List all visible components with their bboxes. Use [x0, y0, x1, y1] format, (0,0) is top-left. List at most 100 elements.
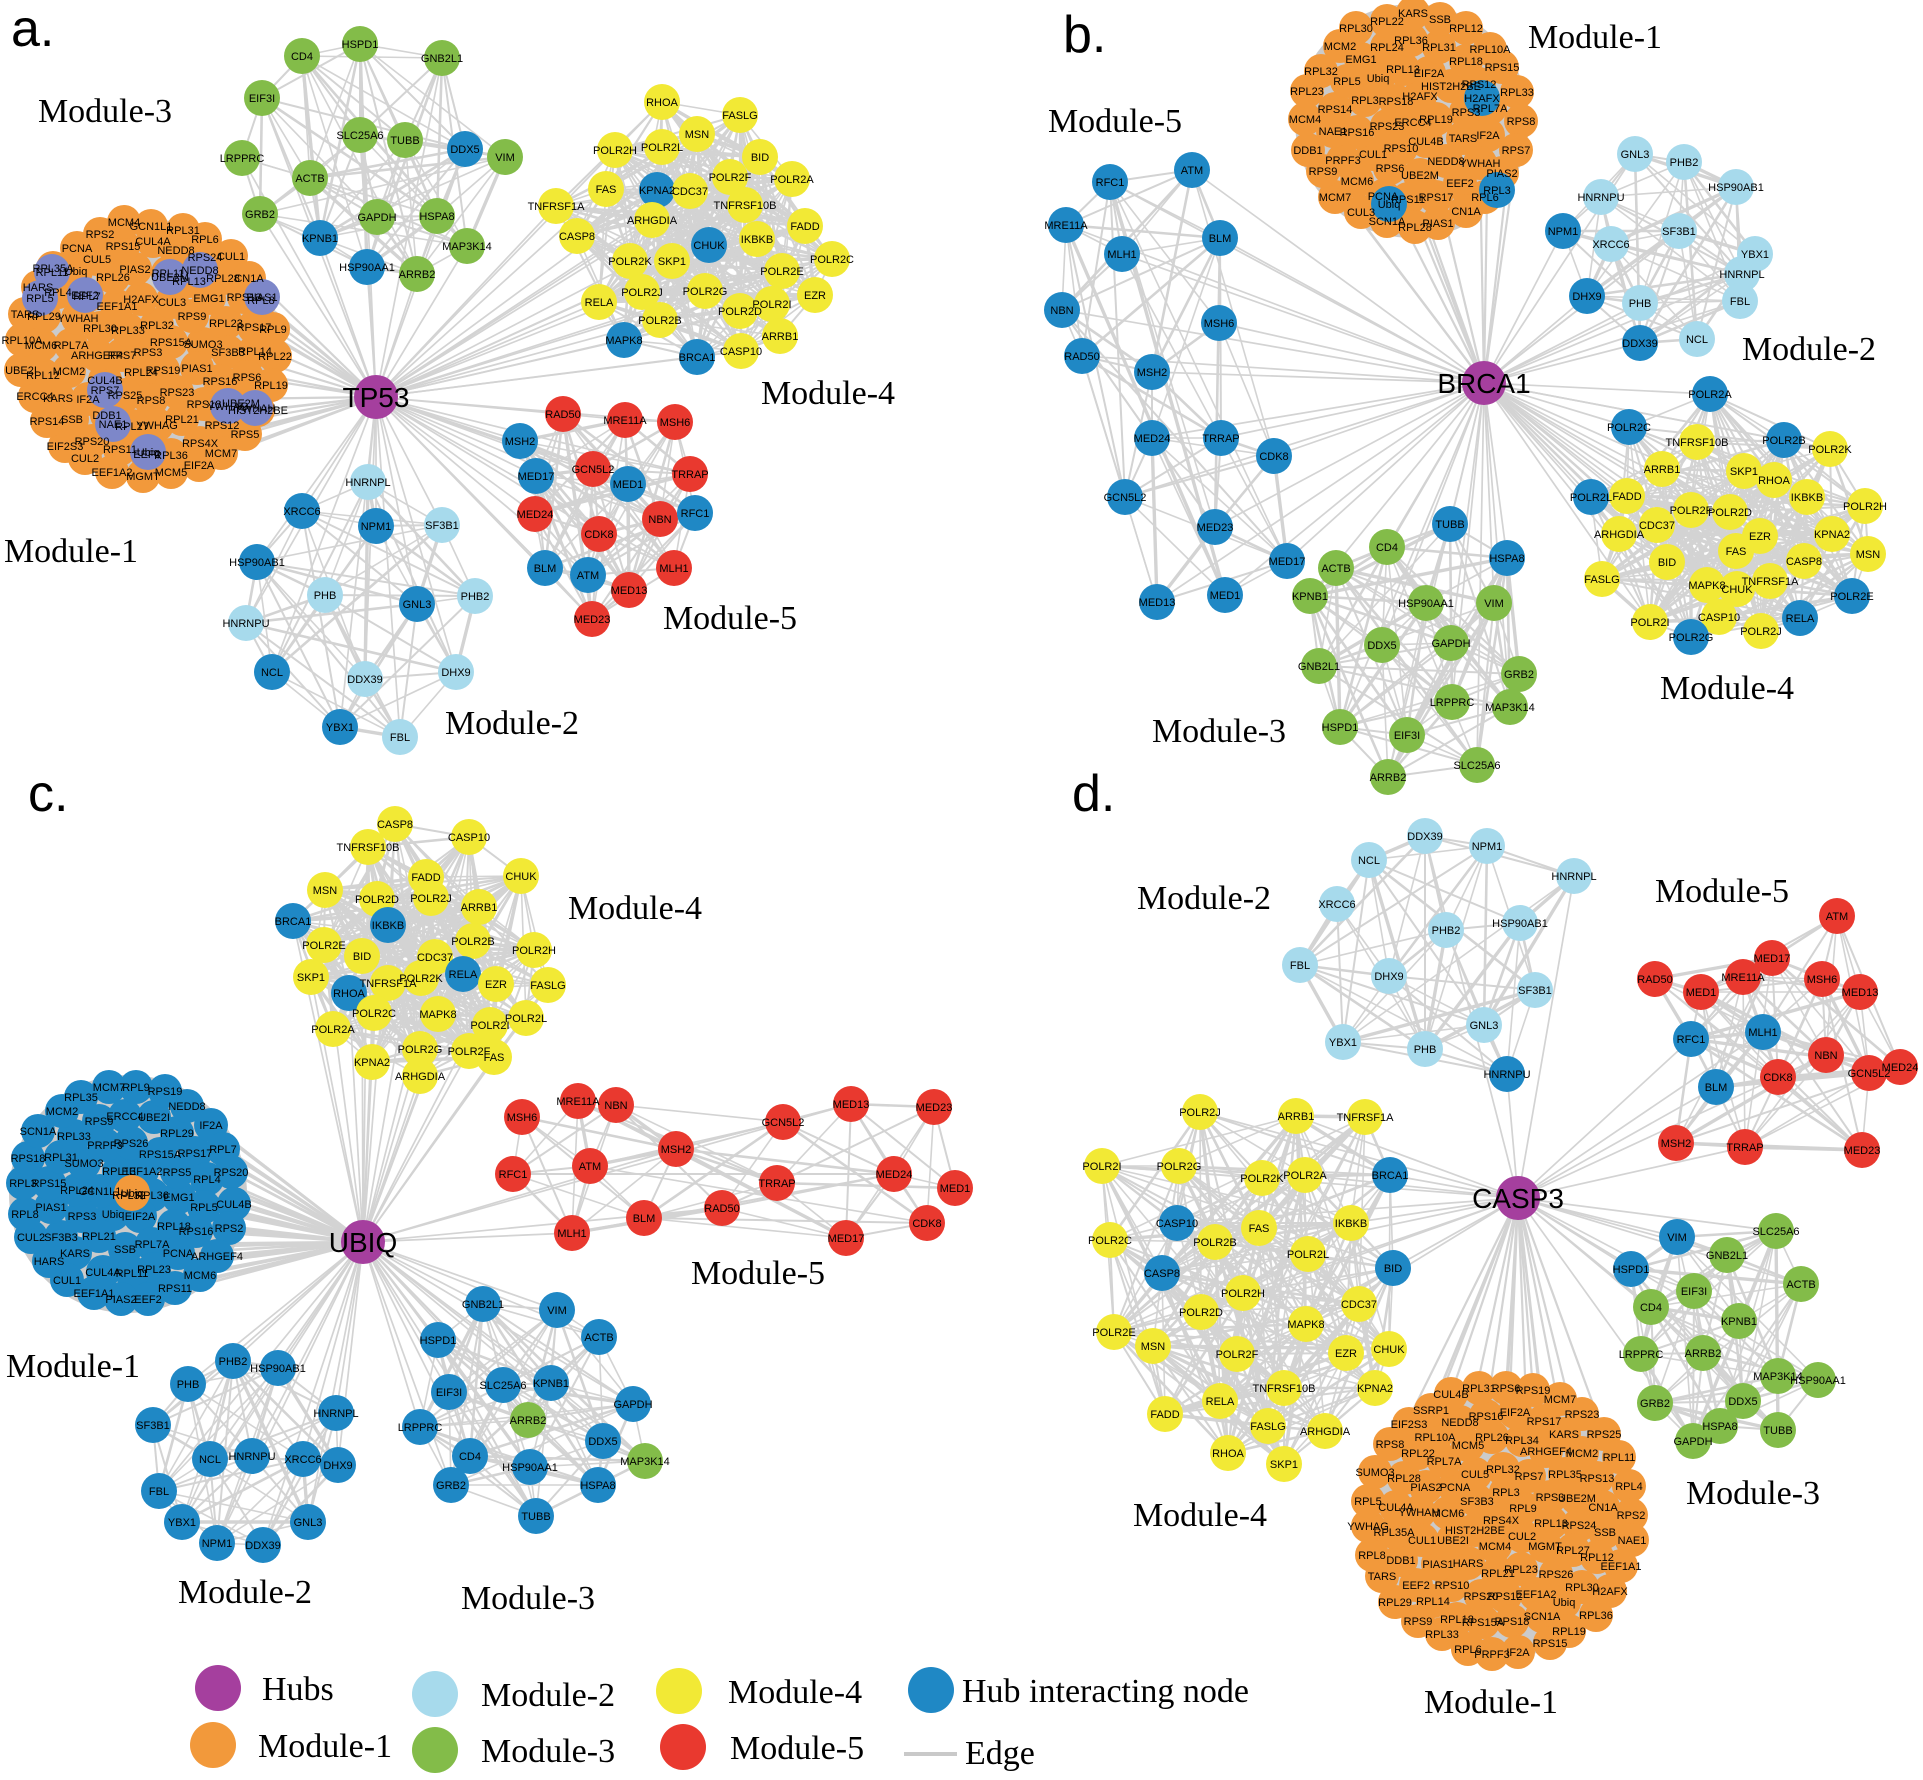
svg-text:RPL11: RPL11 [116, 1268, 149, 1280]
svg-text:ARHGDIA: ARHGDIA [627, 215, 678, 227]
svg-text:POLR2I: POLR2I [752, 299, 791, 311]
svg-text:RPS10: RPS10 [1435, 1580, 1470, 1592]
svg-text:POLR2H: POLR2H [512, 945, 556, 957]
svg-text:SF3B3: SF3B3 [44, 1232, 78, 1244]
svg-text:PHB: PHB [177, 1379, 200, 1391]
svg-text:DDB1: DDB1 [1386, 1555, 1415, 1567]
svg-text:Module-1: Module-1 [6, 1348, 140, 1385]
svg-text:YBX1: YBX1 [168, 1517, 196, 1529]
svg-text:NEDD8: NEDD8 [1427, 156, 1464, 168]
svg-text:CD4: CD4 [1640, 1302, 1662, 1314]
svg-text:YWHAH: YWHAH [58, 313, 99, 325]
svg-text:EZR: EZR [1335, 1348, 1357, 1360]
svg-text:RPS13: RPS13 [227, 292, 262, 304]
svg-text:BLM: BLM [534, 563, 557, 575]
svg-text:EIF2A: EIF2A [125, 1211, 156, 1223]
svg-text:UBE2M: UBE2M [1401, 170, 1439, 182]
svg-text:MCM4: MCM4 [108, 217, 140, 229]
svg-text:HSPD1: HSPD1 [1322, 722, 1359, 734]
svg-text:ARRB2: ARRB2 [399, 269, 436, 281]
svg-text:MSH6: MSH6 [660, 417, 691, 429]
svg-text:RPS6: RPS6 [1376, 163, 1405, 175]
svg-text:GNB2L1: GNB2L1 [462, 1299, 504, 1311]
svg-text:TNFRSF10B: TNFRSF10B [1666, 437, 1729, 449]
svg-text:H2AFX: H2AFX [123, 294, 159, 306]
svg-text:RPL36: RPL36 [154, 450, 188, 462]
svg-text:MCM7: MCM7 [1544, 1394, 1576, 1406]
svg-text:LRPPRC: LRPPRC [1619, 1349, 1664, 1361]
svg-text:HSPD1: HSPD1 [1613, 1264, 1650, 1276]
svg-text:CDK8: CDK8 [1259, 451, 1288, 463]
svg-text:SKP1: SKP1 [1270, 1459, 1298, 1471]
svg-text:YWHAG: YWHAG [207, 401, 249, 413]
svg-text:RPL21: RPL21 [82, 1231, 116, 1243]
svg-text:MCM7: MCM7 [205, 448, 237, 460]
svg-text:ARRB2: ARRB2 [1370, 772, 1407, 784]
svg-text:NBN: NBN [1814, 1050, 1837, 1062]
svg-text:Hubs: Hubs [262, 1671, 334, 1708]
svg-text:RPL35A: RPL35A [33, 263, 75, 275]
svg-text:H2AFX: H2AFX [1402, 91, 1438, 103]
svg-text:GAPDH: GAPDH [613, 1399, 652, 1411]
svg-text:RPS20: RPS20 [75, 436, 110, 448]
svg-text:HSPD1: HSPD1 [420, 1335, 457, 1347]
svg-text:NCL: NCL [261, 667, 283, 679]
svg-text:POLR2K: POLR2K [1808, 444, 1852, 456]
svg-text:POLR2K: POLR2K [608, 256, 652, 268]
svg-text:PCNA: PCNA [62, 243, 93, 255]
svg-text:SF3B1: SF3B1 [1518, 985, 1552, 997]
svg-text:DDX5: DDX5 [450, 144, 479, 156]
svg-text:CUL4B: CUL4B [1433, 1389, 1468, 1401]
svg-text:Module-5: Module-5 [1655, 873, 1789, 910]
svg-text:NAE1: NAE1 [1319, 126, 1348, 138]
svg-text:CDC37: CDC37 [1639, 520, 1675, 532]
svg-text:EEF2: EEF2 [1446, 178, 1474, 190]
svg-text:RPL22: RPL22 [258, 351, 292, 363]
svg-text:TRRAP: TRRAP [1726, 1142, 1763, 1154]
svg-text:POLR2H: POLR2H [593, 145, 637, 157]
svg-text:HSPA8: HSPA8 [580, 1480, 615, 1492]
svg-text:HNRNPU: HNRNPU [222, 618, 269, 630]
svg-text:KPNA2: KPNA2 [1814, 529, 1850, 541]
svg-text:CUL3: CUL3 [158, 297, 186, 309]
svg-text:RPS23: RPS23 [1370, 121, 1405, 133]
svg-text:RPL7A: RPL7A [1427, 1456, 1463, 1468]
svg-text:GNB2L1: GNB2L1 [1298, 661, 1340, 673]
svg-text:RPS26: RPS26 [114, 1138, 149, 1150]
svg-text:RPS23: RPS23 [1565, 1409, 1600, 1421]
svg-text:Module-3: Module-3 [1686, 1475, 1820, 1512]
svg-text:MAP3K14: MAP3K14 [442, 241, 492, 253]
svg-text:MCM6: MCM6 [184, 1270, 216, 1282]
svg-text:YBX1: YBX1 [1329, 1037, 1357, 1049]
svg-text:Ubiq: Ubiq [1367, 73, 1390, 85]
svg-text:MLH1: MLH1 [1107, 249, 1136, 261]
svg-text:HNRNPL: HNRNPL [345, 477, 390, 489]
svg-text:Ubiq: Ubiq [102, 1209, 125, 1221]
svg-text:SUMO3: SUMO3 [64, 1158, 103, 1170]
svg-text:MCM5: MCM5 [155, 467, 187, 479]
svg-text:RPS15: RPS15 [1485, 62, 1520, 74]
svg-text:TNFRSF1A: TNFRSF1A [528, 201, 586, 213]
svg-text:RPS6: RPS6 [233, 372, 262, 384]
svg-text:RPS24: RPS24 [1562, 1520, 1597, 1532]
svg-text:CASP8: CASP8 [1786, 556, 1822, 568]
svg-text:RPL33: RPL33 [57, 1131, 91, 1143]
svg-text:RPS16: RPS16 [1340, 127, 1375, 139]
svg-text:POLR2G: POLR2G [683, 286, 728, 298]
svg-text:NPM1: NPM1 [202, 1538, 233, 1550]
svg-text:RFC1: RFC1 [1096, 177, 1125, 189]
svg-text:EEF2: EEF2 [71, 290, 99, 302]
svg-text:MRE11A: MRE11A [556, 1096, 600, 1108]
svg-text:HIST2H2BE: HIST2H2BE [228, 405, 288, 417]
svg-text:LRPPRC: LRPPRC [220, 153, 265, 165]
svg-text:POLR2L: POLR2L [505, 1013, 547, 1025]
svg-text:MSN: MSN [1141, 1341, 1166, 1353]
svg-text:POLR2D: POLR2D [718, 306, 762, 318]
svg-text:HARS: HARS [34, 1256, 65, 1268]
svg-text:CUL4B: CUL4B [216, 1199, 251, 1211]
svg-text:RPL32: RPL32 [1304, 66, 1338, 78]
svg-text:NBN: NBN [604, 1100, 627, 1112]
svg-text:RPL5: RPL5 [1354, 1496, 1382, 1508]
svg-text:RPL30: RPL30 [83, 323, 117, 335]
svg-text:RPL12: RPL12 [26, 370, 60, 382]
